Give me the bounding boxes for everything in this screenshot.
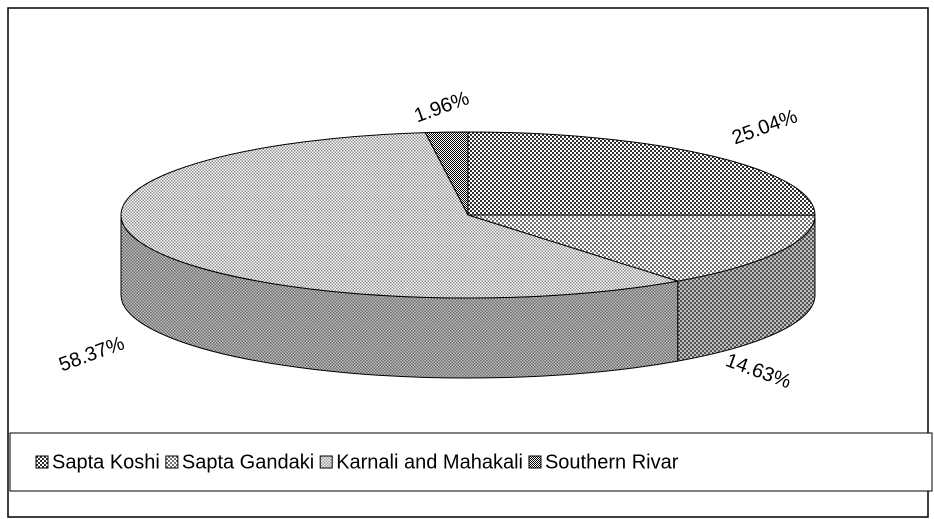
- legend-label: Southern Rivar: [545, 451, 679, 473]
- legend-label: Karnali and Mahakali: [336, 451, 523, 473]
- legend-label: Sapta Gandaki: [182, 451, 314, 473]
- legend-swatch: [528, 455, 542, 469]
- slice: [424, 131, 469, 216]
- slice: [120, 132, 678, 299]
- legend-swatch: [35, 455, 49, 469]
- legend-box: [9, 432, 933, 492]
- legend-swatch: [319, 455, 333, 469]
- slice-side: [677, 215, 815, 362]
- legend-swatch: [165, 455, 179, 469]
- legend-label: Sapta Koshi: [52, 451, 160, 473]
- slice: [467, 131, 816, 216]
- slice: [467, 214, 816, 282]
